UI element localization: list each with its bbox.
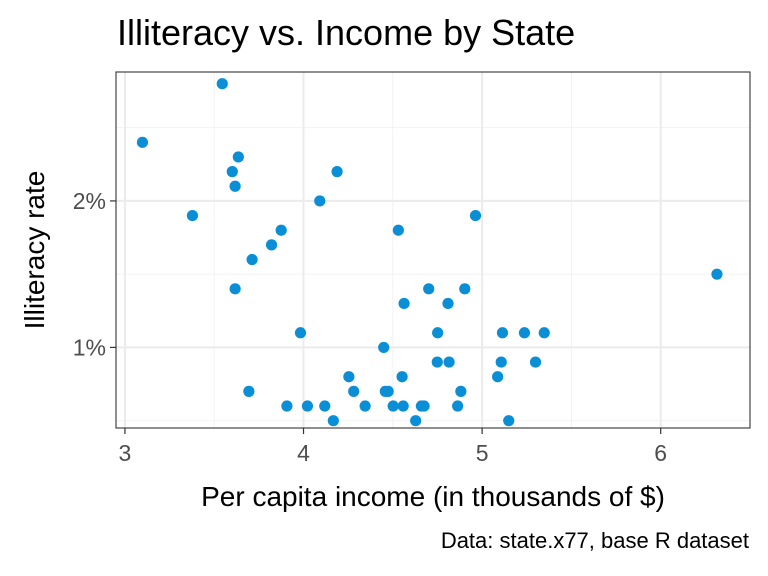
data-point	[216, 78, 228, 90]
x-tick-label: 3	[119, 440, 132, 466]
data-point	[314, 195, 326, 207]
plot-panel-border	[115, 71, 751, 429]
data-point	[348, 385, 360, 397]
data-point	[398, 297, 410, 310]
data-point	[392, 224, 404, 236]
x-tick-label: 6	[654, 440, 667, 466]
data-point	[503, 415, 515, 427]
data-point	[529, 356, 542, 368]
data-point	[281, 400, 293, 412]
data-point	[243, 385, 255, 397]
data-point	[265, 239, 278, 251]
data-point	[410, 415, 422, 427]
data-point	[492, 371, 504, 383]
data-point	[711, 268, 723, 280]
data-point	[442, 297, 454, 310]
data-point	[432, 327, 444, 339]
data-point	[382, 385, 394, 397]
data-point	[387, 400, 399, 412]
y-axis: 1% 2%	[73, 188, 116, 360]
data-point	[229, 180, 241, 192]
data-point	[343, 371, 355, 383]
chart-caption: Data: state.x77, base R dataset	[440, 528, 749, 553]
data-point	[418, 400, 430, 412]
data-point	[232, 151, 244, 163]
data-point	[431, 356, 443, 368]
data-point	[359, 400, 371, 412]
data-point	[423, 283, 435, 295]
x-axis: 3 4 5 6	[119, 428, 667, 466]
data-point	[378, 341, 390, 354]
data-point	[301, 400, 314, 412]
data-point	[538, 327, 550, 339]
data-point	[294, 327, 307, 339]
y-tick-label: 2%	[73, 188, 106, 214]
x-tick-label: 4	[297, 440, 310, 466]
data-points	[136, 78, 723, 427]
data-point	[397, 400, 409, 412]
data-point	[496, 327, 509, 339]
major-gridlines	[116, 72, 750, 428]
data-point	[319, 400, 331, 412]
data-point	[331, 166, 343, 178]
data-point	[275, 224, 287, 236]
data-point	[327, 415, 339, 427]
data-point	[469, 209, 482, 222]
data-point	[495, 356, 507, 368]
minor-gridlines	[116, 72, 750, 428]
data-point	[459, 283, 471, 295]
data-point	[226, 166, 238, 178]
data-point	[246, 253, 258, 266]
y-tick-label: 1%	[73, 334, 106, 360]
data-point	[186, 209, 199, 222]
chart-title: Illiteracy vs. Income by State	[117, 12, 576, 53]
data-point	[452, 400, 464, 412]
data-point	[443, 356, 455, 368]
y-axis-title: Illiteracy rate	[19, 171, 50, 330]
data-point	[136, 136, 149, 148]
x-tick-label: 5	[476, 440, 489, 466]
x-axis-title: Per capita income (in thousands of $)	[201, 481, 665, 512]
data-point	[455, 385, 467, 397]
data-point	[396, 371, 408, 383]
data-point	[518, 327, 531, 339]
data-point	[229, 283, 241, 295]
